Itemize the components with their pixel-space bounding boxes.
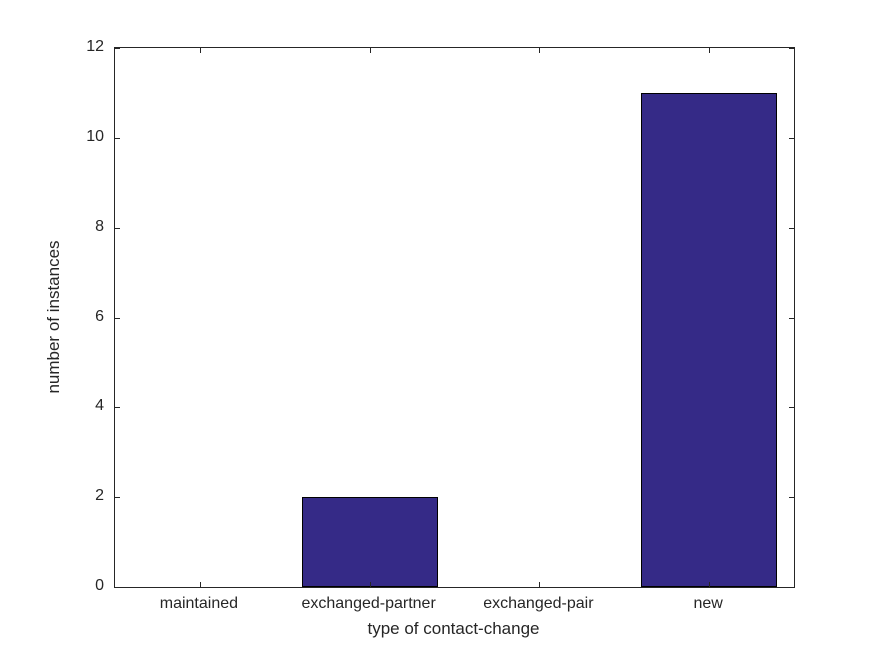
x-tick-label-exchanged-partner: exchanged-partner <box>301 595 436 612</box>
x-tick-top <box>709 48 711 53</box>
bar-exchanged-partner <box>301 497 438 587</box>
x-tick-bottom <box>369 582 371 587</box>
x-tick-bottom <box>199 582 201 587</box>
y-tick-right <box>789 137 794 139</box>
y-tick-label-0: 0 <box>95 577 104 594</box>
y-tick-label-2: 2 <box>95 487 104 505</box>
y-tick-right <box>789 227 794 229</box>
plot-area <box>114 47 795 588</box>
y-tick-left <box>115 587 120 588</box>
x-tick-label-maintained: maintained <box>159 595 239 612</box>
y-tick-left <box>115 497 120 499</box>
x-tick-bottom <box>709 582 711 587</box>
y-tick-left <box>115 227 120 229</box>
y-tick-label-12: 12 <box>86 38 104 55</box>
y-tick-right <box>789 48 794 49</box>
y-tick-right <box>789 497 794 499</box>
y-tick-label-6: 6 <box>95 307 104 325</box>
bar-new <box>641 92 778 587</box>
x-axis-label: type of contact-change <box>367 619 540 638</box>
x-tick-bottom <box>539 582 541 587</box>
x-tick-label-exchanged-pair: exchanged-pair <box>483 595 594 612</box>
y-tick-left <box>115 48 120 49</box>
y-tick-left <box>115 317 120 319</box>
x-tick-top <box>539 48 541 53</box>
y-tick-right <box>789 587 794 588</box>
y-tick-left <box>115 137 120 139</box>
x-tick-top <box>199 48 201 53</box>
y-tick-left <box>115 407 120 409</box>
x-tick-label-new: new <box>693 595 723 612</box>
x-tick-top <box>369 48 371 53</box>
y-tick-label-10: 10 <box>86 127 104 145</box>
y-tick-label-8: 8 <box>95 217 104 235</box>
y-tick-label-4: 4 <box>95 397 104 415</box>
y-tick-right <box>789 407 794 409</box>
y-tick-right <box>789 317 794 319</box>
